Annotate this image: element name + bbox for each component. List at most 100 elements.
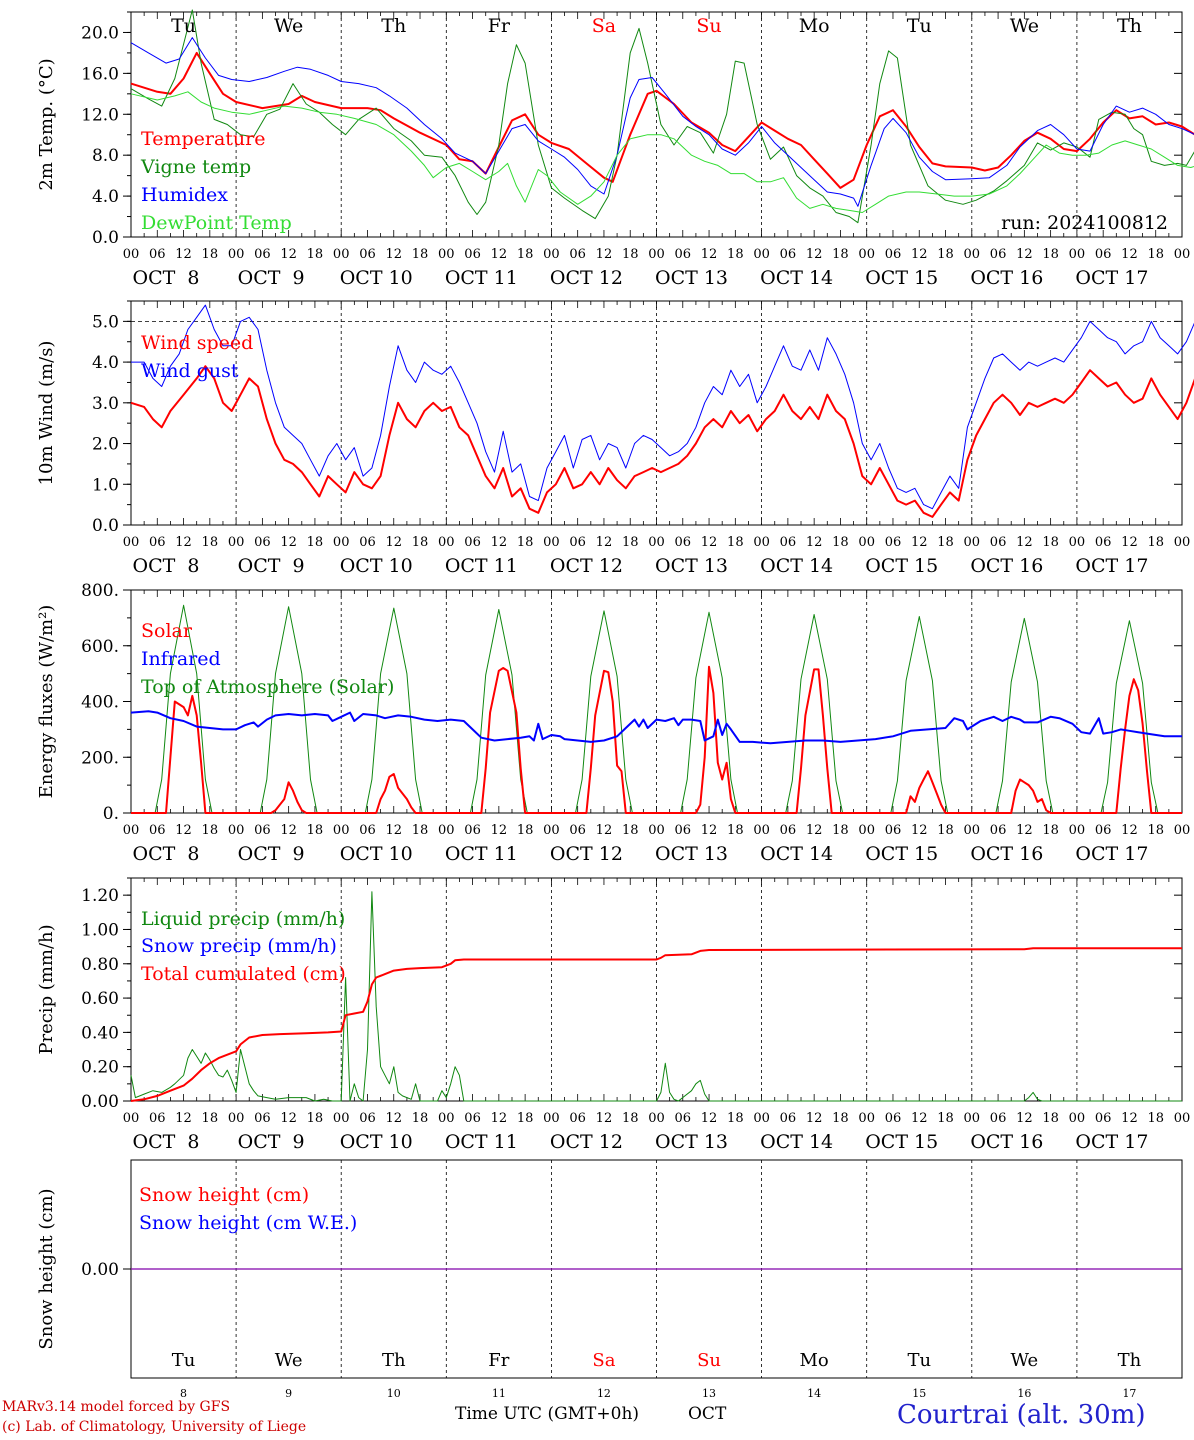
hour-tick-label: 12 bbox=[280, 535, 297, 550]
hour-tick-label: 00 bbox=[858, 535, 875, 550]
hour-tick-label: 18 bbox=[622, 535, 639, 550]
date-label: OCT 12 bbox=[550, 267, 623, 289]
hour-tick-label: 00 bbox=[333, 247, 350, 262]
hour-tick-label: 18 bbox=[307, 823, 324, 838]
y-tick-label: 0.0 bbox=[92, 228, 119, 248]
hour-tick-label: 18 bbox=[202, 1111, 219, 1126]
y-tick-label: 2.0 bbox=[92, 435, 119, 455]
y-tick-label: 16.0 bbox=[81, 64, 119, 84]
hour-tick-label: 18 bbox=[1042, 247, 1059, 262]
hour-tick-label: 06 bbox=[254, 1111, 271, 1126]
hour-tick-label: 06 bbox=[1095, 823, 1112, 838]
hour-tick-label: 06 bbox=[149, 247, 166, 262]
hour-tick-label: 12 bbox=[701, 1111, 718, 1126]
hour-tick-label: 12 bbox=[1016, 535, 1033, 550]
hour-tick-label: 06 bbox=[149, 1111, 166, 1126]
hour-tick-label: 12 bbox=[175, 247, 192, 262]
panel-4: 0.00 0.20 0.40 0.60 0.80 1.00 1.20 Precip (mm/h… bbox=[36, 877, 1191, 1153]
hour-tick-label: 00 bbox=[1174, 823, 1191, 838]
hour-tick-label: 12 bbox=[385, 247, 402, 262]
day-number-label: 12 bbox=[597, 1387, 611, 1400]
day-name-label: Su bbox=[696, 15, 721, 37]
legend-entry: Wind speed bbox=[141, 332, 253, 354]
hour-tick-label: 00 bbox=[1069, 247, 1086, 262]
hour-tick-label: 12 bbox=[491, 535, 508, 550]
date-label: OCT 11 bbox=[445, 843, 518, 865]
hour-tick-label: 06 bbox=[990, 1111, 1007, 1126]
y-tick-label: 400. bbox=[81, 693, 119, 713]
hour-tick-label: 06 bbox=[359, 1111, 376, 1126]
hour-tick-label: 12 bbox=[175, 535, 192, 550]
hour-tick-label: 00 bbox=[964, 823, 981, 838]
hour-tick-label: 12 bbox=[806, 247, 823, 262]
hour-tick-label: 00 bbox=[438, 247, 455, 262]
hour-tick-label: 00 bbox=[1174, 1111, 1191, 1126]
date-label: OCT 8 bbox=[133, 267, 200, 289]
hour-tick-label: 18 bbox=[517, 247, 534, 262]
hour-tick-label: 12 bbox=[175, 1111, 192, 1126]
hour-tick-label: 06 bbox=[464, 1111, 481, 1126]
hour-tick-label: 00 bbox=[228, 247, 245, 262]
hour-tick-label: 00 bbox=[228, 823, 245, 838]
hour-tick-label: 18 bbox=[937, 535, 954, 550]
date-label: OCT 13 bbox=[655, 843, 728, 865]
hour-tick-label: 00 bbox=[543, 535, 560, 550]
legend-entry: Top of Atmosphere (Solar) bbox=[141, 676, 394, 698]
series-infrared bbox=[130, 710, 1182, 745]
hour-tick-label: 12 bbox=[1016, 823, 1033, 838]
date-label: OCT 15 bbox=[865, 555, 938, 577]
hour-tick-label: 00 bbox=[123, 823, 140, 838]
hour-tick-label: 18 bbox=[412, 823, 429, 838]
hour-tick-label: 00 bbox=[438, 535, 455, 550]
hour-tick-label: 12 bbox=[280, 247, 297, 262]
legend-entry: Temperature bbox=[141, 128, 265, 150]
date-label: OCT 8 bbox=[133, 555, 200, 577]
day-number-label: 15 bbox=[912, 1387, 926, 1400]
hour-tick-label: 00 bbox=[1174, 247, 1191, 262]
y-tick-label: 0. bbox=[103, 804, 119, 824]
hour-tick-label: 12 bbox=[806, 535, 823, 550]
hour-tick-label: 06 bbox=[885, 535, 902, 550]
hour-tick-label: 12 bbox=[1016, 247, 1033, 262]
panel-1: 0.0 4.0 8.0 12.0 16.0 20.0 2m Temp. (°C) Temper… bbox=[36, 9, 1194, 289]
date-label: OCT 16 bbox=[970, 267, 1043, 289]
hour-tick-label: 18 bbox=[832, 247, 849, 262]
hour-tick-label: 12 bbox=[596, 823, 613, 838]
hour-tick-label: 12 bbox=[491, 247, 508, 262]
hour-tick-label: 06 bbox=[254, 535, 271, 550]
y-tick-label: 800. bbox=[81, 581, 119, 601]
legend-entry: Humidex bbox=[141, 184, 228, 206]
y-tick-label: 1.20 bbox=[81, 886, 119, 906]
date-label: OCT 13 bbox=[655, 267, 728, 289]
date-label: OCT 12 bbox=[550, 555, 623, 577]
hour-tick-label: 18 bbox=[517, 823, 534, 838]
hour-tick-label: 06 bbox=[1095, 1111, 1112, 1126]
hour-tick-label: 00 bbox=[648, 535, 665, 550]
hour-tick-label: 12 bbox=[1121, 1111, 1138, 1126]
y-tick-label: 1.0 bbox=[92, 475, 119, 495]
hour-tick-label: 18 bbox=[727, 535, 744, 550]
y-axis-label: Snow height (cm) bbox=[36, 1188, 57, 1349]
hour-tick-label: 12 bbox=[280, 1111, 297, 1126]
month-label: OCT bbox=[688, 1404, 727, 1424]
hour-tick-label: 12 bbox=[806, 823, 823, 838]
hour-tick-label: 00 bbox=[964, 535, 981, 550]
legend-entry: Snow height (cm W.E.) bbox=[139, 1212, 357, 1234]
day-number-label: 16 bbox=[1017, 1387, 1031, 1400]
date-label: OCT 16 bbox=[970, 1131, 1043, 1153]
location-title: Courtrai (alt. 30m) bbox=[897, 1400, 1146, 1430]
hour-tick-label: 18 bbox=[307, 535, 324, 550]
day-name-label: Tu bbox=[172, 1350, 196, 1371]
hour-tick-label: 06 bbox=[569, 535, 586, 550]
date-label: OCT 10 bbox=[340, 843, 413, 865]
date-label: OCT 17 bbox=[1075, 555, 1148, 577]
hour-tick-label: 12 bbox=[701, 823, 718, 838]
hour-tick-label: 00 bbox=[964, 1111, 981, 1126]
day-name-label: Th bbox=[1117, 15, 1142, 37]
y-tick-label: 0.0 bbox=[92, 516, 119, 536]
y-tick-label: 12.0 bbox=[81, 105, 119, 125]
date-label: OCT 8 bbox=[133, 843, 200, 865]
day-name-label: Tu bbox=[907, 1350, 931, 1371]
date-label: OCT 11 bbox=[445, 267, 518, 289]
hour-tick-label: 06 bbox=[780, 823, 797, 838]
